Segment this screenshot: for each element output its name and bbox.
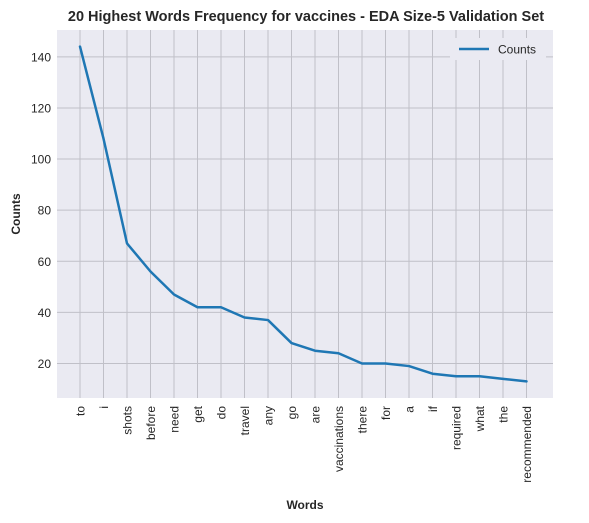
horizontal-gridlines bbox=[57, 56, 553, 364]
legend: Counts bbox=[450, 38, 546, 60]
x-axis-label: Words bbox=[286, 498, 323, 512]
x-tick-label-do: do bbox=[215, 406, 229, 420]
y-tick-label: 60 bbox=[38, 255, 52, 269]
x-tick-label-required: required bbox=[450, 406, 464, 450]
x-tick-label-go: go bbox=[285, 406, 299, 420]
x-tick-label-to: to bbox=[74, 406, 88, 416]
x-tick-label-shots: shots bbox=[121, 406, 135, 435]
y-tick-label: 40 bbox=[38, 306, 52, 320]
plot-area bbox=[57, 30, 553, 398]
x-tick-label-need: need bbox=[168, 406, 182, 433]
x-tick-label-there: there bbox=[356, 406, 370, 434]
x-tick-label-any: any bbox=[262, 406, 276, 425]
y-tick-label: 80 bbox=[38, 204, 52, 218]
x-tick-label-before: before bbox=[144, 406, 158, 440]
chart-title: 20 Highest Words Frequency for vaccines … bbox=[68, 9, 544, 25]
x-tick-label-if: if bbox=[426, 405, 440, 412]
y-tick-labels: 20 40 60 80 100 120 140 bbox=[31, 50, 51, 371]
x-tick-label-i: i bbox=[97, 406, 111, 409]
series-line-counts bbox=[78, 45, 528, 383]
x-tick-label-for: for bbox=[379, 406, 393, 420]
x-tick-label-travel: travel bbox=[238, 406, 252, 435]
y-tick-label: 120 bbox=[31, 101, 51, 115]
x-tick-label-get: get bbox=[191, 405, 205, 422]
y-tick-label: 100 bbox=[31, 153, 51, 167]
x-tick-labels: to i shots before need get do travel any go are vac… bbox=[74, 405, 535, 482]
x-tick-label-are: are bbox=[309, 406, 323, 424]
x-tick-label-recommended: recommended bbox=[520, 406, 534, 483]
x-tick-label-vaccinations: vaccinations bbox=[332, 406, 346, 472]
y-tick-label: 20 bbox=[38, 357, 52, 371]
x-tick-label-the: the bbox=[497, 406, 511, 423]
x-tick-label-what: what bbox=[473, 405, 487, 432]
legend-box bbox=[450, 38, 546, 60]
series-layer bbox=[78, 45, 528, 383]
x-tick-label-a: a bbox=[403, 406, 417, 413]
vertical-gridlines bbox=[79, 30, 527, 398]
y-axis-label: Counts bbox=[9, 193, 23, 235]
y-tick-label: 140 bbox=[31, 50, 51, 64]
legend-label-counts: Counts bbox=[498, 43, 536, 57]
